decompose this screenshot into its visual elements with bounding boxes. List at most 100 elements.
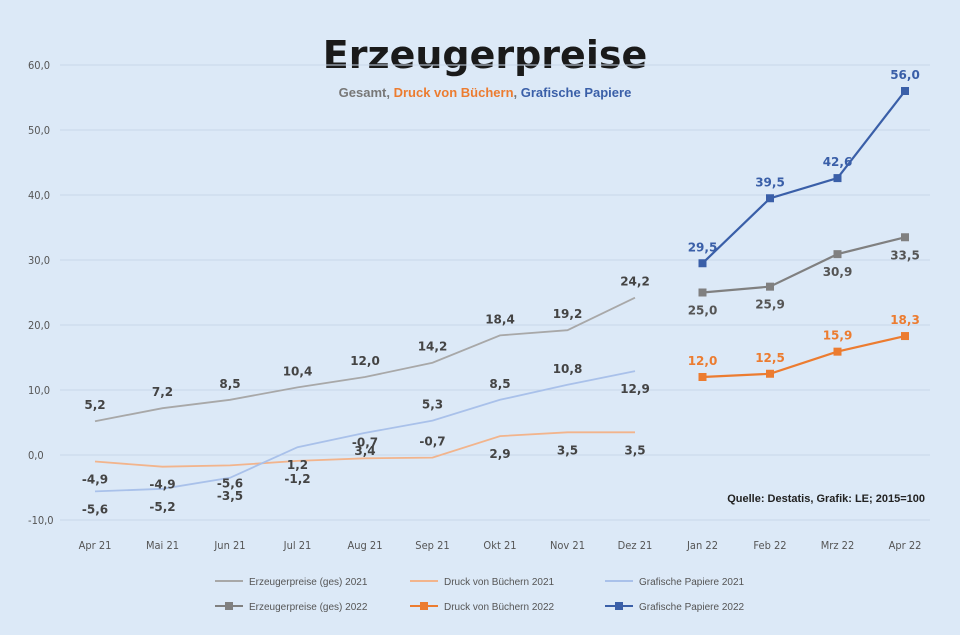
- data-label-gesamt2022: 30,9: [823, 265, 853, 279]
- data-point-druck2022: [901, 332, 909, 341]
- x-tick-label: Feb 22: [753, 539, 786, 552]
- legend-marker-gesamt2022: [225, 602, 233, 610]
- x-axis-ticks: Apr 21 Mai 21 Jun 21 Jul 21 Aug 21 Sep 21 Okt …: [79, 539, 922, 552]
- chart-subtitle: Gesamt, Druck von Büchern, Grafische Pap…: [339, 85, 632, 100]
- data-labels: 5,2 7,2 8,5 10,4 12,0 14,2 18,4 19,2 24,2 -4,9 -4,…: [82, 68, 920, 516]
- legend-marker-papier2022: [615, 602, 623, 610]
- x-tick-label: Mrz 22: [821, 539, 855, 552]
- data-label-papier2022: 42,6: [823, 155, 853, 169]
- subtitle-part-papier: Grafische Papiere: [521, 85, 632, 100]
- data-label-papier2022: 29,5: [688, 240, 718, 254]
- data-point-gesamt2022: [766, 282, 774, 291]
- legend-label-druck2021: Druck von Büchern 2021: [444, 577, 555, 588]
- data-label-gesamt2021: 18,4: [485, 312, 515, 326]
- data-label-druck2021: 2,9: [489, 447, 510, 461]
- data-label-papier2021: -3,5: [217, 489, 243, 503]
- y-tick-label: 50,0: [28, 124, 50, 137]
- data-label-gesamt2021: 10,4: [283, 364, 313, 378]
- legend-label-gesamt2022: Erzeugerpreise (ges) 2022: [249, 602, 368, 613]
- data-label-druck2022: 12,5: [755, 351, 785, 365]
- y-tick-label: 60,0: [28, 59, 50, 72]
- series-group: [94, 87, 909, 493]
- y-axis-ticks: -10,0 0,0 10,0 20,0 30,0 40,0 50,0 60,0: [28, 59, 54, 527]
- data-label-papier2021: 12,9: [620, 382, 650, 396]
- data-label-papier2022: 39,5: [755, 175, 785, 189]
- data-label-gesamt2021: 7,2: [152, 385, 173, 399]
- legend: Erzeugerpreise (ges) 2021 Druck von Büche…: [215, 577, 745, 613]
- data-point-papier2022: [698, 259, 707, 268]
- y-tick-label: 20,0: [28, 319, 50, 332]
- subtitle-part-separator: ,: [514, 85, 521, 100]
- data-label-druck2021: 3,5: [557, 443, 578, 457]
- data-point-gesamt2022: [901, 233, 909, 242]
- series-line-gesamt2022: [702, 236, 906, 294]
- x-tick-label: Aug 21: [347, 539, 382, 552]
- data-label-gesamt2021: 19,2: [553, 307, 583, 321]
- data-label-papier2021: 3,4: [354, 444, 375, 458]
- data-label-druck2021: -0,7: [352, 435, 378, 449]
- data-label-papier2021: 1,2: [287, 458, 308, 472]
- y-tick-label: -10,0: [28, 514, 54, 527]
- chart-title: Erzeugerpreise: [323, 33, 647, 77]
- legend-label-gesamt2021: Erzeugerpreise (ges) 2021: [249, 577, 368, 588]
- data-label-gesamt2022: 25,0: [688, 304, 718, 318]
- x-tick-label: Jun 21: [213, 539, 245, 552]
- data-label-druck2022: 18,3: [890, 313, 920, 327]
- data-label-druck2022: 12,0: [688, 354, 718, 368]
- data-label-papier2021: 8,5: [489, 377, 510, 391]
- x-tick-label: Sep 21: [415, 539, 449, 552]
- data-point-papier2022: [833, 174, 842, 183]
- data-label-gesamt2021: 5,2: [84, 398, 105, 412]
- source-note: Quelle: Destatis, Grafik: LE; 2015=100: [727, 493, 925, 505]
- x-tick-label: Jan 22: [686, 539, 718, 552]
- data-label-gesamt2021: 14,2: [418, 340, 448, 354]
- data-label-gesamt2021: 12,0: [350, 354, 380, 368]
- data-label-druck2021: -4,9: [149, 478, 175, 492]
- series-line-papier2021: [94, 370, 636, 493]
- subtitle-part-druck: Druck von Büchern: [394, 85, 514, 100]
- y-tick-label: 10,0: [28, 384, 50, 397]
- data-label-druck2021: 3,5: [624, 443, 645, 457]
- x-tick-label: Okt 21: [483, 539, 516, 552]
- legend-label-papier2022: Grafische Papiere 2022: [639, 602, 745, 613]
- grid-lines: [60, 64, 930, 521]
- data-label-druck2021: -5,6: [217, 476, 243, 490]
- data-point-druck2022: [698, 373, 707, 381]
- data-label-papier2021: 10,8: [553, 362, 583, 376]
- data-label-papier2021: -5,2: [149, 500, 175, 514]
- data-label-papier2021: 5,3: [422, 398, 443, 412]
- data-label-gesamt2021: 24,2: [620, 275, 650, 289]
- x-tick-label: Apr 22: [889, 539, 922, 552]
- y-tick-label: 30,0: [28, 254, 50, 267]
- series-line-papier2022: [701, 90, 906, 265]
- data-label-gesamt2022: 33,5: [890, 248, 920, 262]
- data-label-druck2022: 15,9: [823, 329, 853, 343]
- y-tick-label: 0,0: [28, 449, 44, 462]
- data-label-druck2021: -1,2: [284, 472, 310, 486]
- x-tick-label: Mai 21: [146, 539, 179, 552]
- data-label-gesamt2021: 8,5: [219, 377, 240, 391]
- data-point-gesamt2022: [833, 250, 842, 259]
- data-label-gesamt2022: 25,9: [755, 298, 785, 312]
- legend-label-papier2021: Grafische Papiere 2021: [639, 577, 745, 588]
- x-tick-label: Jul 21: [283, 539, 312, 552]
- x-tick-label: Nov 21: [550, 539, 585, 552]
- x-tick-label: Apr 21: [79, 539, 112, 552]
- data-label-druck2021: -4,9: [82, 473, 108, 487]
- series-line-druck2021: [94, 431, 635, 468]
- series-line-druck2022: [702, 335, 906, 379]
- legend-marker-druck2022: [420, 602, 428, 610]
- data-label-papier2021: -5,6: [82, 502, 108, 516]
- data-point-gesamt2022: [698, 288, 707, 297]
- data-point-druck2022: [766, 369, 774, 378]
- series-line-gesamt2021: [94, 296, 636, 423]
- data-point-papier2022: [766, 194, 774, 203]
- data-point-papier2022: [901, 87, 909, 95]
- data-point-druck2022: [833, 347, 842, 356]
- data-label-druck2021: -0,7: [419, 435, 445, 449]
- x-tick-label: Dez 21: [618, 539, 653, 552]
- data-label-papier2022: 56,0: [890, 68, 920, 82]
- subtitle-part-gesamt: Gesamt,: [339, 85, 394, 100]
- legend-label-druck2022: Druck von Büchern 2022: [444, 602, 555, 613]
